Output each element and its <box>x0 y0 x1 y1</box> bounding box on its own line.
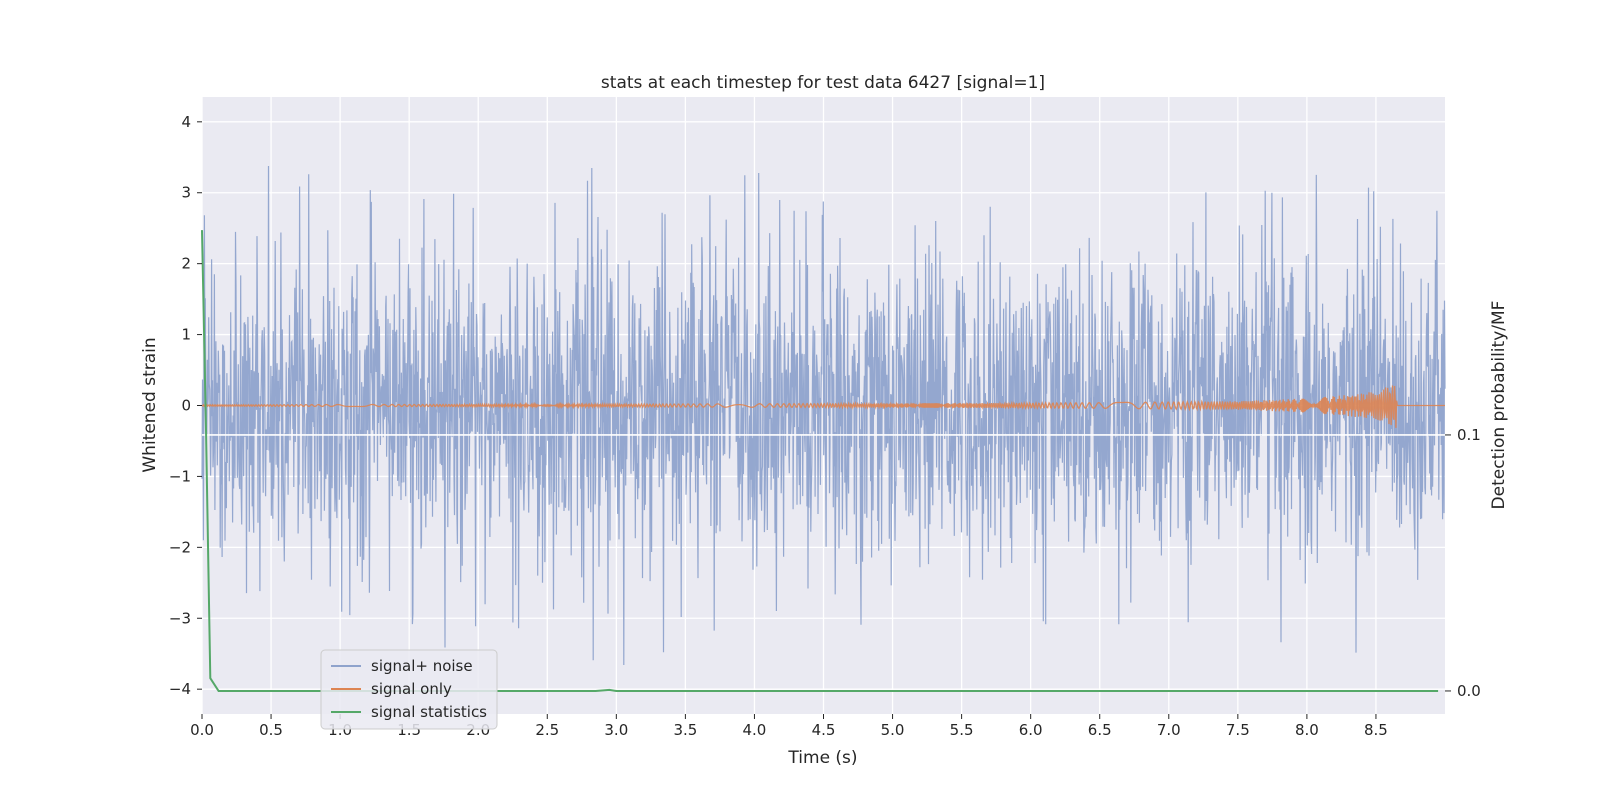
y-tick-label: −2 <box>169 538 191 556</box>
legend-box <box>320 649 498 730</box>
x-tick-label: 7.0 <box>1157 721 1181 739</box>
y-tick-label: 0 <box>181 397 191 415</box>
y-tick-label: −1 <box>169 467 191 485</box>
y-tick-label: 2 <box>181 255 191 273</box>
x-tick-label: 6.5 <box>1088 721 1112 739</box>
y2-tick-label: 0.0 <box>1457 682 1481 700</box>
x-tick-label: 7.5 <box>1226 721 1250 739</box>
y-tick-label: 3 <box>181 184 191 202</box>
x-tick-label: 2.5 <box>535 721 559 739</box>
y2-tick-label: 0.1 <box>1457 426 1481 444</box>
x-tick-label: 5.5 <box>950 721 974 739</box>
legend: signal+ noise signal only signal statistic… <box>320 649 498 730</box>
x-tick-label: 5.0 <box>881 721 905 739</box>
chart-title: stats at each timestep for test data 642… <box>601 73 1045 93</box>
x-tick-label: 0.5 <box>259 721 283 739</box>
x-tick-label: 4.0 <box>743 721 767 739</box>
y-tick-label: −4 <box>169 680 191 698</box>
x-tick-label: 6.0 <box>1019 721 1043 739</box>
x-tick-label: 3.5 <box>673 721 697 739</box>
y-tick-label: −3 <box>169 609 191 627</box>
legend-label: signal only <box>371 680 452 698</box>
x-tick-label: 8.0 <box>1295 721 1319 739</box>
x-tick-label: 0.0 <box>190 721 214 739</box>
x-tick-label: 8.5 <box>1364 721 1388 739</box>
x-tick-label: 4.5 <box>812 721 836 739</box>
y-tick-label: 1 <box>181 326 191 344</box>
y2-axis-label: Detection probability/MF <box>1489 301 1509 510</box>
legend-label: signal+ noise <box>371 657 473 675</box>
x-axis-label: Time (s) <box>787 748 857 768</box>
y-tick-label: 4 <box>181 113 191 131</box>
series-signal-only-line <box>201 385 1445 428</box>
legend-label: signal statistics <box>371 703 487 721</box>
y-axis-label: Whitened strain <box>140 337 160 472</box>
x-tick-label: 3.0 <box>604 721 628 739</box>
series-signal-noise-line <box>201 165 1446 666</box>
